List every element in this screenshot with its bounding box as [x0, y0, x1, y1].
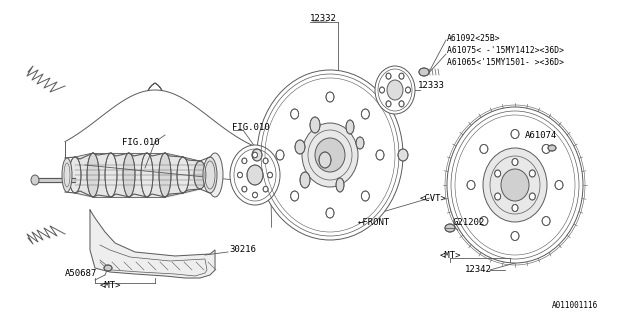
Ellipse shape [242, 186, 247, 192]
Text: A61065<'15MY1501- ><36D>: A61065<'15MY1501- ><36D> [447, 58, 564, 67]
Text: G21202: G21202 [452, 218, 484, 227]
Text: FIG.010: FIG.010 [122, 138, 159, 147]
Ellipse shape [326, 208, 334, 218]
Ellipse shape [31, 175, 39, 185]
Text: A61092<25B>: A61092<25B> [447, 34, 500, 43]
Ellipse shape [252, 149, 262, 161]
Ellipse shape [194, 161, 206, 189]
Ellipse shape [69, 157, 81, 193]
Text: <MT>: <MT> [99, 282, 121, 291]
Ellipse shape [445, 224, 455, 232]
Ellipse shape [542, 144, 550, 153]
Ellipse shape [336, 178, 344, 192]
Text: 12332: 12332 [310, 13, 337, 22]
Ellipse shape [501, 169, 529, 201]
Ellipse shape [511, 231, 519, 241]
Ellipse shape [380, 87, 385, 93]
Ellipse shape [483, 148, 547, 222]
Ellipse shape [495, 193, 500, 200]
Ellipse shape [529, 170, 535, 177]
Ellipse shape [399, 101, 404, 107]
Ellipse shape [263, 158, 268, 164]
Ellipse shape [263, 186, 268, 192]
Text: <MT>: <MT> [439, 251, 461, 260]
Text: A011001116: A011001116 [552, 301, 598, 310]
Ellipse shape [62, 158, 72, 192]
Ellipse shape [376, 150, 384, 160]
Ellipse shape [555, 180, 563, 189]
Ellipse shape [419, 68, 429, 76]
Text: FIG.010: FIG.010 [232, 123, 269, 132]
Text: <CVT>: <CVT> [420, 194, 447, 203]
Ellipse shape [87, 153, 99, 197]
Ellipse shape [315, 138, 345, 172]
Ellipse shape [268, 172, 273, 178]
Ellipse shape [480, 144, 488, 153]
Ellipse shape [257, 70, 403, 240]
Ellipse shape [123, 153, 135, 197]
Ellipse shape [237, 172, 243, 178]
Ellipse shape [295, 140, 305, 154]
Ellipse shape [253, 152, 257, 158]
Ellipse shape [398, 149, 408, 161]
Ellipse shape [375, 66, 415, 114]
Ellipse shape [104, 265, 112, 271]
Text: 12342: 12342 [465, 266, 492, 275]
Ellipse shape [310, 117, 320, 133]
Ellipse shape [230, 145, 280, 205]
Ellipse shape [291, 109, 299, 119]
Ellipse shape [356, 137, 364, 149]
Text: 30216: 30216 [229, 244, 256, 253]
Ellipse shape [386, 101, 391, 107]
Ellipse shape [242, 158, 247, 164]
Ellipse shape [302, 123, 358, 187]
Ellipse shape [542, 217, 550, 226]
Text: ←FRONT: ←FRONT [358, 218, 390, 227]
Ellipse shape [467, 180, 475, 189]
Ellipse shape [300, 172, 310, 188]
Ellipse shape [319, 152, 331, 168]
Ellipse shape [291, 191, 299, 201]
Text: 12333: 12333 [418, 81, 445, 90]
Ellipse shape [253, 192, 257, 198]
Ellipse shape [247, 165, 263, 185]
Ellipse shape [406, 87, 410, 93]
Ellipse shape [548, 145, 556, 151]
Ellipse shape [387, 80, 403, 100]
Ellipse shape [203, 157, 217, 193]
Ellipse shape [480, 217, 488, 226]
Ellipse shape [362, 109, 369, 119]
Ellipse shape [512, 158, 518, 165]
Ellipse shape [326, 92, 334, 102]
Ellipse shape [276, 150, 284, 160]
Ellipse shape [529, 193, 535, 200]
Ellipse shape [362, 191, 369, 201]
Ellipse shape [207, 153, 223, 197]
Text: A50687: A50687 [65, 268, 97, 277]
Ellipse shape [511, 130, 519, 139]
Ellipse shape [495, 170, 500, 177]
Text: A61074: A61074 [525, 131, 557, 140]
Ellipse shape [399, 73, 404, 79]
Ellipse shape [447, 107, 583, 263]
Ellipse shape [177, 157, 189, 193]
Ellipse shape [105, 153, 117, 197]
Text: A61075< -'15MY1412><36D>: A61075< -'15MY1412><36D> [447, 45, 564, 54]
Ellipse shape [141, 153, 153, 197]
Ellipse shape [159, 153, 171, 197]
Polygon shape [90, 210, 215, 278]
Ellipse shape [346, 120, 354, 134]
Ellipse shape [386, 73, 391, 79]
Ellipse shape [512, 204, 518, 212]
